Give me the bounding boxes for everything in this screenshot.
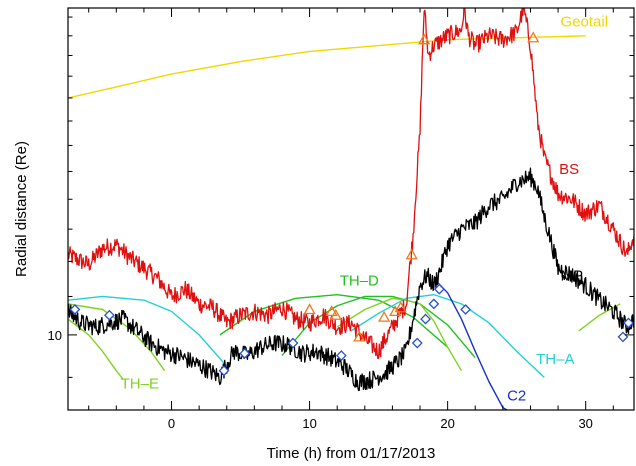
x-axis-title: Time (h) from 01/17/2013 [267,445,436,462]
x-tick-label: 0 [168,416,175,431]
series-label-th-e: TH–E [121,376,159,393]
bs-crossing-marker [418,33,431,45]
mp-crossing-marker [218,365,230,377]
mp-crossing-marker [433,283,445,295]
y-tick-label: 10 [48,328,62,343]
marker-layer [69,31,634,377]
mp-crossing-marker [239,348,251,359]
series-layer [68,8,634,410]
bs-crossing-marker [353,330,366,342]
series-label-geotail: Geotail [561,13,609,30]
mp-crossing-marker [623,317,634,329]
series-line-bs [68,8,634,360]
plot-frame [67,7,635,411]
mp-crossing-marker [460,304,471,315]
mp-crossing-marker [335,350,347,361]
mp-crossing-marker [103,309,115,321]
bs-crossing-marker [389,305,402,317]
mp-crossing-marker [411,337,423,349]
series-line-th-e [68,318,124,381]
bs-crossing-marker [405,248,418,260]
mp-crossing-marker [420,313,431,325]
y-axis-title: Radial distance (Re) [13,141,30,277]
bs-crossing-marker [303,303,316,315]
series-line-geotail [68,35,586,99]
series-line-th-e [336,297,463,372]
mp-crossing-marker [287,337,299,349]
series-line-th-a [68,295,228,367]
series-line-mp [68,167,634,392]
series-line-th-e [578,303,621,332]
bs-crossing-marker [527,31,540,43]
mp-crossing-marker [428,298,440,310]
bs-crossing-marker [394,301,407,313]
bs-crossing-marker [329,308,342,320]
bs-crossing-marker [325,305,338,317]
series-label-bs: BS [559,161,579,178]
annotation-layer: Geotail BS MP TH–D TH–E TH–A C2 [121,13,608,404]
mp-crossing-marker [69,304,81,315]
x-tick-label: 20 [440,416,454,431]
x-tick-label: 30 [578,416,592,431]
series-label-th-d: TH–D [340,273,379,290]
x-tick-label: 10 [302,416,316,431]
tick-layer: 0 10 20 30 10 [48,8,634,431]
mp-crossing-marker [617,331,629,343]
series-label-mp: MP [561,267,584,284]
bs-crossing-marker [378,310,391,322]
series-label-c2: C2 [507,387,526,404]
series-line-th-a [350,293,545,378]
series-label-th-a: TH–A [536,351,574,368]
